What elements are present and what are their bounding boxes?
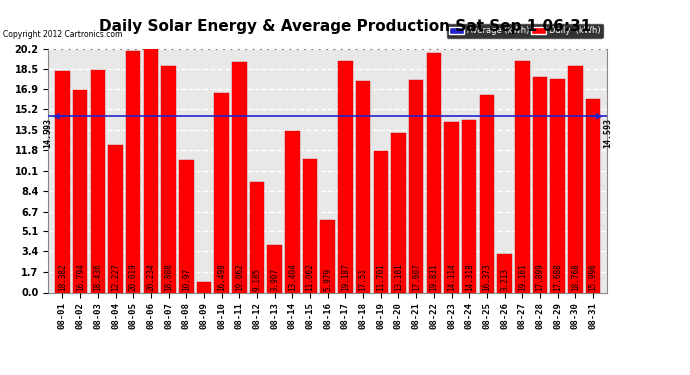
Bar bbox=[338, 61, 353, 292]
Text: 13.181: 13.181 bbox=[394, 264, 403, 291]
Bar bbox=[55, 70, 70, 292]
Bar bbox=[144, 48, 158, 292]
Bar bbox=[320, 220, 335, 292]
Bar bbox=[409, 80, 424, 292]
Text: 20.234: 20.234 bbox=[146, 264, 155, 291]
Text: 18.382: 18.382 bbox=[58, 264, 67, 291]
Text: 18.768: 18.768 bbox=[571, 264, 580, 291]
Text: 10.97: 10.97 bbox=[181, 268, 190, 291]
Text: 17.51: 17.51 bbox=[359, 268, 368, 291]
Text: 14.114: 14.114 bbox=[447, 264, 456, 291]
Text: 13.404: 13.404 bbox=[288, 264, 297, 291]
Text: 19.062: 19.062 bbox=[235, 264, 244, 291]
Bar bbox=[586, 99, 600, 292]
Text: 15.996: 15.996 bbox=[589, 264, 598, 291]
Text: 19.187: 19.187 bbox=[341, 264, 350, 291]
Text: 3.213: 3.213 bbox=[500, 268, 509, 291]
Text: 18.808: 18.808 bbox=[164, 264, 173, 291]
Text: 17.899: 17.899 bbox=[535, 264, 544, 291]
Bar bbox=[268, 245, 282, 292]
Text: 11.062: 11.062 bbox=[306, 264, 315, 291]
Text: 16.373: 16.373 bbox=[482, 264, 491, 291]
Bar bbox=[90, 70, 105, 292]
Bar bbox=[356, 81, 371, 292]
Text: 20.019: 20.019 bbox=[129, 264, 138, 291]
Bar bbox=[126, 51, 141, 292]
Bar bbox=[426, 53, 441, 292]
Text: 16.498: 16.498 bbox=[217, 264, 226, 291]
Text: Copyright 2012 Cartronics.com: Copyright 2012 Cartronics.com bbox=[3, 30, 123, 39]
Bar bbox=[373, 151, 388, 292]
Text: 11.701: 11.701 bbox=[376, 264, 385, 291]
Bar bbox=[73, 90, 88, 292]
Bar bbox=[568, 66, 582, 292]
Bar bbox=[285, 131, 299, 292]
Bar bbox=[497, 254, 512, 292]
Text: 14.318: 14.318 bbox=[465, 264, 474, 291]
Text: 19.161: 19.161 bbox=[518, 264, 526, 291]
Bar bbox=[391, 134, 406, 292]
Bar bbox=[161, 66, 176, 292]
Bar bbox=[179, 160, 193, 292]
Bar bbox=[197, 282, 211, 292]
Bar bbox=[303, 159, 317, 292]
Bar bbox=[444, 122, 459, 292]
Bar bbox=[108, 145, 123, 292]
Text: 17.607: 17.607 bbox=[412, 264, 421, 291]
Text: 9.185: 9.185 bbox=[253, 268, 262, 291]
Text: 16.794: 16.794 bbox=[76, 264, 85, 291]
Text: 5.979: 5.979 bbox=[323, 268, 333, 291]
Bar bbox=[215, 93, 229, 292]
Text: 12.227: 12.227 bbox=[111, 264, 120, 291]
Bar bbox=[551, 79, 565, 292]
Bar bbox=[250, 182, 264, 292]
Text: 14.593: 14.593 bbox=[604, 118, 613, 148]
Bar bbox=[480, 95, 494, 292]
Bar bbox=[515, 61, 529, 292]
Text: 19.831: 19.831 bbox=[429, 264, 438, 291]
Legend: Average (kWh), Daily  (kWh): Average (kWh), Daily (kWh) bbox=[446, 24, 603, 38]
Text: Daily Solar Energy & Average Production Sat Sep 1 06:31: Daily Solar Energy & Average Production … bbox=[99, 19, 591, 34]
Bar bbox=[533, 76, 547, 292]
Text: 18.436: 18.436 bbox=[93, 264, 102, 291]
Bar bbox=[232, 63, 246, 292]
Bar bbox=[462, 120, 477, 292]
Text: 17.688: 17.688 bbox=[553, 264, 562, 291]
Text: 3.907: 3.907 bbox=[270, 268, 279, 291]
Text: 14.593: 14.593 bbox=[43, 118, 52, 148]
